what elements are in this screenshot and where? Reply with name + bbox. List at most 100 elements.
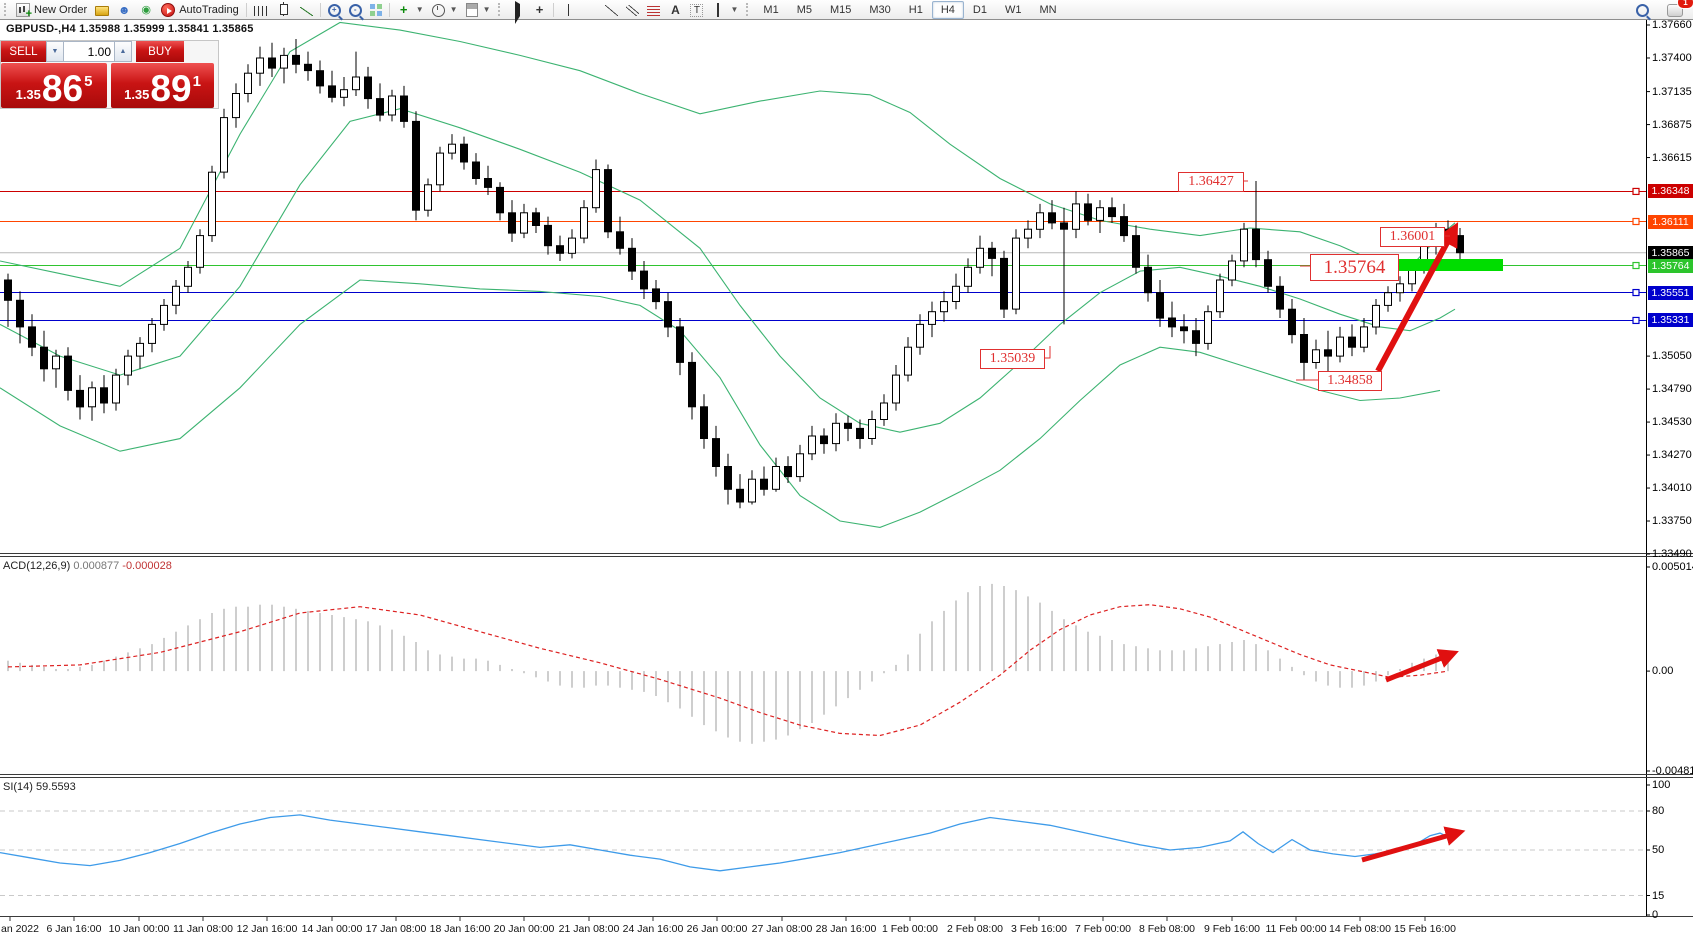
- price-annotation-1.36001[interactable]: 1.36001: [1380, 227, 1445, 247]
- bar-chart-button[interactable]: [250, 1, 272, 18]
- timeframe-button-D1[interactable]: D1: [972, 3, 987, 16]
- crosshair-tool-button[interactable]: +: [528, 1, 550, 18]
- buy-price-big: 89: [150, 68, 192, 109]
- hline-tool-button[interactable]: [579, 1, 601, 18]
- fibonacci-icon: [647, 5, 661, 16]
- caret-icon: ▼: [415, 5, 424, 14]
- indicators-icon: +: [399, 1, 408, 17]
- price-axis-label: 1.34270: [1652, 449, 1692, 461]
- timeframe-button-H4[interactable]: H4: [931, 0, 964, 19]
- sell-button[interactable]: SELL: [1, 41, 46, 62]
- chat-button[interactable]: 1: [1663, 0, 1693, 18]
- profile-button[interactable]: ☻: [113, 1, 135, 18]
- timeframe-button-M30[interactable]: M30: [869, 3, 891, 16]
- rsi-axis-label: 80: [1652, 805, 1665, 817]
- trend-arrow[interactable]: [1361, 826, 1466, 863]
- separator: [319, 2, 321, 17]
- separator: [553, 2, 555, 17]
- date-axis-label: 1 Feb 00:00: [881, 923, 939, 935]
- rsi-axis-label: 15: [1652, 890, 1665, 902]
- sell-price-box[interactable]: 1.35 86 5: [1, 63, 107, 108]
- buy-price-box[interactable]: 1.35 89 1: [111, 63, 214, 108]
- tile-windows-button[interactable]: [366, 1, 386, 18]
- toolbar: New Order ☻ ◉ AutoTrading + - +▼ ▼ ▼ + A…: [0, 0, 1693, 24]
- timeframe-bar: M1 M5 M15 M30 H1 H4 D1 W1 MN: [754, 0, 1065, 19]
- price-annotation-1.35764[interactable]: 1.35764: [1310, 254, 1399, 281]
- date-axis-label: 21 Jan 08:00: [558, 923, 620, 935]
- caret-icon: ▼: [449, 5, 458, 14]
- market-watch-button[interactable]: [91, 1, 113, 18]
- volume-increase-button[interactable]: ▲: [114, 41, 132, 62]
- date-axis-label: 28 Jan 16:00: [815, 923, 877, 935]
- signal-icon: ◉: [141, 3, 151, 16]
- timeframe-button-M1[interactable]: M1: [763, 3, 779, 16]
- candles[interactable]: [4, 39, 1464, 509]
- timeframe-button-M5[interactable]: M5: [796, 3, 812, 16]
- indicators-button[interactable]: + ▼: [393, 1, 428, 18]
- price-axis-label: 1.37660: [1652, 19, 1692, 31]
- buy-price-pip: 1: [192, 73, 201, 90]
- trendline-tool-button[interactable]: [601, 1, 622, 18]
- search-button[interactable]: [1632, 1, 1653, 18]
- vline-tool-button[interactable]: [557, 1, 579, 18]
- trendline-icon: [605, 5, 619, 16]
- new-order-label: New Order: [34, 3, 88, 16]
- signals-button[interactable]: ◉: [135, 1, 157, 18]
- rsi-axis-label: 0: [1652, 909, 1659, 921]
- price-axis-label: 1.37135: [1652, 86, 1692, 98]
- buy-button[interactable]: BUY: [136, 41, 184, 62]
- cursor-tool-button[interactable]: [506, 0, 528, 24]
- shapes-icon: [717, 2, 720, 17]
- date-axis-label: 8 Feb 08:00: [1138, 923, 1196, 935]
- autotrading-icon: [161, 2, 176, 17]
- person-icon: ☻: [117, 2, 131, 17]
- volume-decrease-button[interactable]: ▼: [46, 41, 64, 62]
- toolbar-grip[interactable]: [498, 3, 502, 16]
- volume-input[interactable]: [64, 41, 114, 62]
- price-annotation-1.36427[interactable]: 1.36427: [1178, 172, 1244, 192]
- rsi-label: SI(14) 59.5593: [3, 781, 76, 793]
- channel-tool-button[interactable]: [622, 1, 643, 18]
- symbol-ohlc-header: GBPUSD-,H4 1.35988 1.35999 1.35841 1.358…: [6, 23, 254, 35]
- label-tool-button[interactable]: T: [686, 1, 707, 18]
- green-highlight-bar[interactable]: [1396, 259, 1503, 271]
- zoom-out-button[interactable]: -: [345, 1, 366, 18]
- rsi-axis-label: 100: [1652, 779, 1671, 791]
- toolbar-grip[interactable]: [746, 3, 750, 16]
- periods-button[interactable]: ▼: [428, 1, 462, 18]
- zoom-in-button[interactable]: +: [324, 1, 345, 18]
- price-annotation-1.35039[interactable]: 1.35039: [980, 349, 1045, 369]
- date-axis-label: 11 Feb 00:00: [1265, 923, 1327, 935]
- notification-badge: 1: [1677, 0, 1693, 9]
- toolbar-grip[interactable]: [4, 3, 8, 16]
- candle-chart-button[interactable]: [272, 1, 296, 18]
- trend-arrow[interactable]: [1385, 649, 1459, 683]
- line-chart-button[interactable]: [296, 1, 317, 18]
- timeframe-button-MN[interactable]: MN: [1039, 3, 1057, 16]
- text-tool-button[interactable]: A: [664, 1, 686, 18]
- cursor-icon: [514, 0, 520, 24]
- timeframe-button-M15[interactable]: M15: [829, 3, 852, 16]
- price-annotation-1.34858[interactable]: 1.34858: [1318, 371, 1382, 391]
- date-axis-label: 24 Jan 16:00: [622, 923, 684, 935]
- shapes-tool-button[interactable]: ▼: [707, 1, 742, 18]
- price-axis-label: 1.35050: [1652, 350, 1692, 362]
- autotrading-button[interactable]: AutoTrading: [157, 1, 243, 18]
- level-lines[interactable]: [0, 190, 1646, 321]
- gold-icon: [95, 6, 110, 16]
- fibonacci-tool-button[interactable]: [643, 1, 664, 18]
- clock-icon: [431, 3, 445, 17]
- date-axis-label: 14 Feb 08:00: [1329, 923, 1391, 935]
- new-order-icon: [16, 2, 32, 21]
- timeframe-button-H1[interactable]: H1: [908, 3, 923, 16]
- date-axis-label: 6 Jan 16:00: [46, 923, 102, 935]
- search-icon: [1636, 3, 1649, 17]
- separator: [245, 2, 247, 17]
- price-tag-1.35331: 1.35331: [1648, 313, 1693, 327]
- new-order-button[interactable]: New Order: [12, 1, 91, 21]
- templates-button[interactable]: ▼: [462, 1, 495, 18]
- timeframe-button-W1[interactable]: W1: [1004, 3, 1022, 16]
- trend-arrow[interactable]: [1375, 222, 1459, 373]
